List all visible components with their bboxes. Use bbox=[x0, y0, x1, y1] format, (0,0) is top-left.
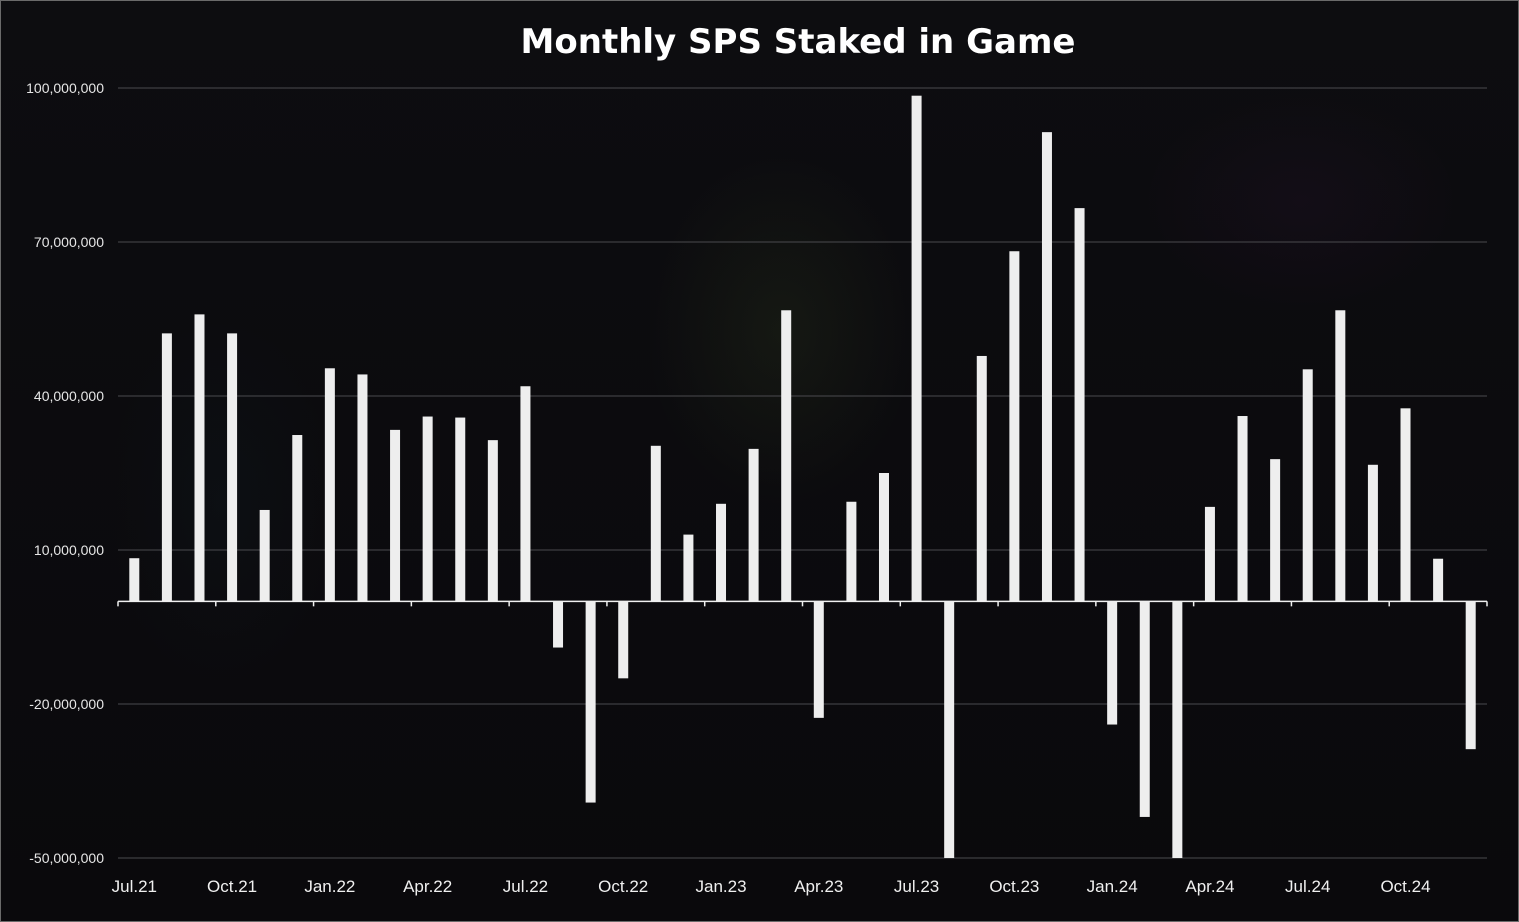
bar-Jul.21 bbox=[129, 558, 140, 602]
bar-Nov.23 bbox=[1041, 132, 1052, 602]
x-tick-label: Jul.23 bbox=[894, 877, 939, 896]
y-tick-label: 10,000,000 bbox=[34, 542, 104, 558]
bar-May.24 bbox=[1237, 416, 1248, 602]
bar-Nov.22 bbox=[650, 445, 661, 602]
bar-Jul.22 bbox=[520, 386, 531, 602]
bar-Feb.23 bbox=[748, 448, 759, 602]
bar-Aug.22 bbox=[553, 601, 564, 648]
bar-Sep.21 bbox=[194, 314, 205, 602]
bar-May.23 bbox=[846, 501, 857, 602]
x-tick-label: Oct.22 bbox=[598, 877, 648, 896]
x-tick-label: Jan.23 bbox=[695, 877, 746, 896]
bar-Jun.22 bbox=[487, 440, 498, 602]
bar-Jul.23 bbox=[911, 95, 922, 602]
bar-Dec.21 bbox=[292, 435, 303, 602]
bar-Oct.22 bbox=[618, 601, 629, 679]
x-tick-label: Jul.21 bbox=[112, 877, 157, 896]
bar-Apr.23 bbox=[813, 601, 824, 718]
bar-Mar.23 bbox=[781, 310, 792, 602]
bar-Dec.23 bbox=[1074, 208, 1085, 602]
bar-Apr.22 bbox=[422, 416, 433, 602]
bar-Oct.21 bbox=[227, 333, 238, 602]
x-tick-label: Jul.24 bbox=[1285, 877, 1330, 896]
bar-Aug.24 bbox=[1335, 310, 1346, 602]
bar-Feb.22 bbox=[357, 374, 368, 602]
x-tick-label: Apr.23 bbox=[794, 877, 843, 896]
x-axis-tick-labels: Jul.21 Oct.21 Jan.22 Apr.22 Jul.22 Oct.22 Jan.… bbox=[112, 877, 1431, 896]
bar-May.22 bbox=[455, 417, 466, 602]
x-tick-label: Oct.23 bbox=[989, 877, 1039, 896]
bar-Jul.24 bbox=[1302, 369, 1313, 602]
x-tick-label: Jan.22 bbox=[304, 877, 355, 896]
y-tick-label: 40,000,000 bbox=[34, 388, 104, 404]
x-tick-label: Apr.24 bbox=[1185, 877, 1234, 896]
bar-Sep.23 bbox=[976, 355, 987, 602]
x-tick-label: Apr.22 bbox=[403, 877, 452, 896]
bar-Nov.24 bbox=[1433, 558, 1444, 602]
bar-Oct.24 bbox=[1400, 408, 1411, 602]
bar-Feb.24 bbox=[1139, 601, 1150, 817]
bar-Jun.24 bbox=[1270, 459, 1281, 602]
x-axis bbox=[117, 600, 1488, 607]
x-tick-label: Jan.24 bbox=[1087, 877, 1138, 896]
bar-Aug.21 bbox=[161, 333, 172, 602]
x-tick-label: Jul.22 bbox=[503, 877, 548, 896]
chart-title: Monthly SPS Staked in Game bbox=[521, 22, 1076, 62]
bar-Aug.23 bbox=[944, 601, 955, 858]
y-axis-tick-labels: 100,000,000 70,000,000 40,000,000 10,000,00… bbox=[26, 80, 104, 866]
x-tick-label: Oct.24 bbox=[1380, 877, 1430, 896]
bar-Oct.23 bbox=[1009, 251, 1020, 602]
bar-Mar.24 bbox=[1172, 601, 1183, 858]
bar-Jun.23 bbox=[878, 473, 889, 602]
bar-Sep.22 bbox=[585, 601, 596, 803]
bar-Nov.21 bbox=[259, 509, 270, 602]
bar-Jan.24 bbox=[1107, 601, 1118, 725]
gridlines bbox=[118, 87, 1487, 859]
bars bbox=[129, 95, 1476, 858]
x-tick-label: Oct.21 bbox=[207, 877, 257, 896]
y-tick-label: -20,000,000 bbox=[29, 696, 104, 712]
bar-Jan.22 bbox=[324, 368, 335, 602]
y-tick-label: -50,000,000 bbox=[29, 850, 104, 866]
bar-Sep.24 bbox=[1367, 464, 1378, 602]
bar-Mar.22 bbox=[390, 429, 401, 602]
y-tick-label: 100,000,000 bbox=[26, 80, 104, 96]
bar-Jan.23 bbox=[716, 503, 727, 602]
bar-Apr.24 bbox=[1204, 506, 1215, 602]
y-tick-label: 70,000,000 bbox=[34, 234, 104, 250]
bar-Dec.24 bbox=[1465, 601, 1476, 750]
bar-Dec.22 bbox=[683, 534, 694, 602]
